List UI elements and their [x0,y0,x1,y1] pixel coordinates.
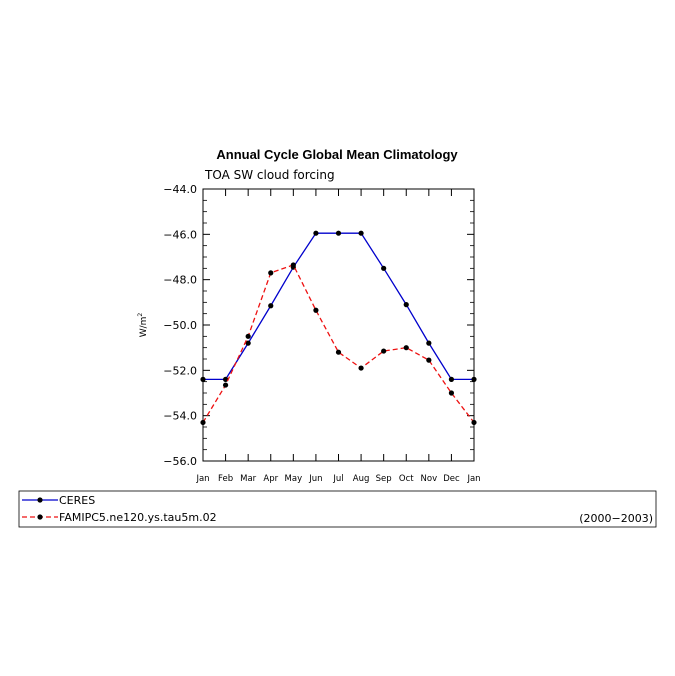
series-layer [200,230,477,426]
chart-title: Annual Cycle Global Mean Climatology [216,147,458,162]
x-tick-label: Nov [421,474,438,484]
x-tick-label: Jan [195,474,209,484]
series-1-point [471,376,477,382]
x-tick-label: May [285,474,303,484]
series-line-1 [203,232,474,381]
series-1-point [358,230,364,236]
series-2-point [268,270,274,276]
y-tick-label: −50.0 [163,319,197,332]
series-1-point [403,302,409,308]
series-1-point [335,230,342,236]
series-1-point [200,376,206,382]
series-2-point [403,345,409,351]
chart-subtitle: TOA SW cloud forcing [204,168,335,182]
y-axis-label: W/m2 [137,313,149,338]
legend-period: (2000−2003) [579,512,653,525]
series-2-point [426,357,432,363]
series-1-point [448,376,455,382]
x-tick-label: Jul [332,474,343,484]
series-1-point [268,303,274,309]
series-1-point [245,340,251,346]
y-tick-label: −44.0 [163,183,197,196]
series-1-point [426,340,432,346]
y-tick-label: −52.0 [163,364,197,377]
series-1-point [313,230,319,236]
x-tick-label: Feb [218,474,233,484]
y-tick-label: −48.0 [163,274,197,287]
y-axis: −44.0 −46.0 −48.0 −50.0 −52.0 −54.0 −56.0 [163,183,474,468]
legend: CERES FAMIPC5.ne120.ys.tau5m.02 [22,494,217,524]
series-2-point [358,365,364,371]
plot-frame [202,188,475,462]
series-2-point [335,349,342,355]
series-2-point [381,348,387,354]
series-2-point [200,419,206,426]
series-1-point [222,376,229,382]
x-tick-label: Dec [443,474,460,484]
series-2-point [245,333,251,339]
legend-label-2: FAMIPC5.ne120.ys.tau5m.02 [59,511,217,524]
y-tick-label: −46.0 [163,228,197,241]
legend-marker-2 [37,514,43,520]
series-line-2 [202,264,475,423]
x-tick-label: Sep [376,474,392,484]
x-tick-label: Jan [466,474,480,484]
x-axis: Jan Feb Mar Apr May Jun Jul Aug Sep Oct Nov Dec Jan [195,189,481,484]
x-tick-label: Jun [308,474,322,484]
x-tick-label: Aug [353,474,370,484]
y-tick-label: −54.0 [163,410,197,423]
x-tick-label: Mar [240,474,257,484]
y-tick-label: −56.0 [163,455,197,468]
series-2-point [313,307,319,313]
legend-label-1: CERES [59,494,95,507]
x-tick-label: Apr [263,474,278,484]
series-1-point [381,265,387,271]
legend-marker-1 [37,497,43,503]
series-2-point [448,390,455,396]
x-tick-label: Oct [399,474,414,484]
legend-box [18,490,657,528]
series-2-point [471,419,477,426]
series-2-point [290,262,296,268]
series-2-point [222,382,229,388]
